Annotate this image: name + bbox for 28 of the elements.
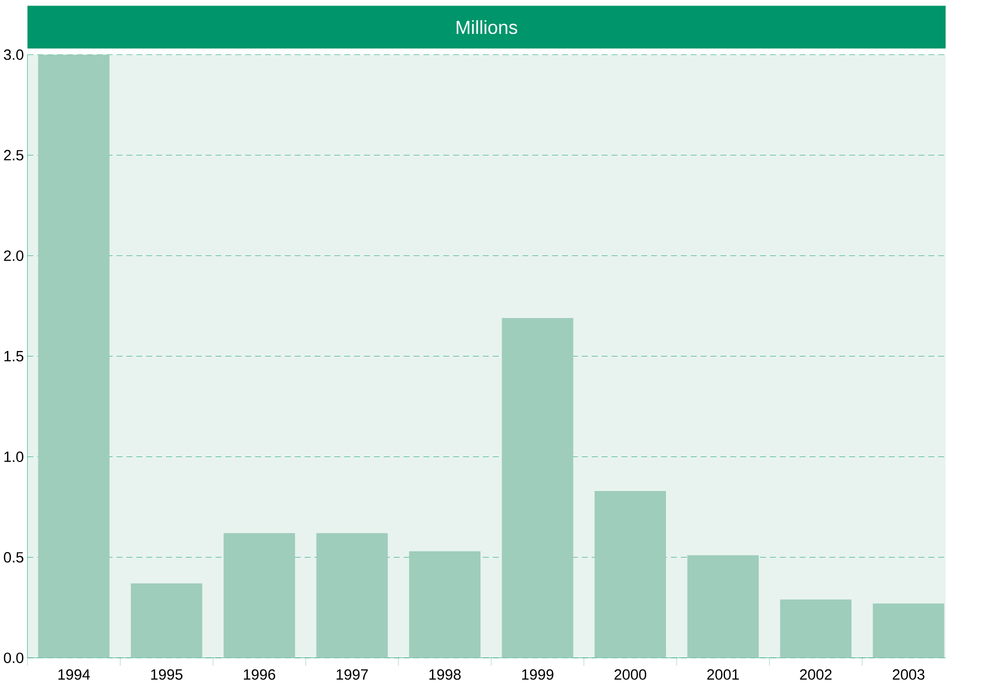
bar xyxy=(130,584,202,658)
y-tick-label: 1.5 xyxy=(4,351,24,362)
y-tick-label: 0.5 xyxy=(4,552,24,563)
bar xyxy=(224,533,296,658)
bar xyxy=(780,600,852,658)
bar xyxy=(872,604,944,658)
bar xyxy=(316,533,388,658)
y-tick-label: 0.0 xyxy=(4,652,24,664)
x-tick-label: 1998 xyxy=(429,669,461,680)
x-tick-label: 2002 xyxy=(800,669,832,680)
bar xyxy=(687,556,759,658)
y-tick-label: 2.5 xyxy=(4,150,24,161)
y-tick-label: 2.0 xyxy=(4,250,24,262)
x-tick-label: 1996 xyxy=(244,669,276,680)
y-tick-label: 1.0 xyxy=(4,452,24,462)
x-tick-label: 1997 xyxy=(336,669,368,680)
bar xyxy=(502,318,574,658)
x-tick-label: 1994 xyxy=(58,669,90,680)
bar xyxy=(409,551,481,658)
y-tick-label: 3.0 xyxy=(4,50,24,60)
chart-title: Millions xyxy=(456,20,518,34)
x-tick-label: 1995 xyxy=(151,669,182,680)
x-tick-label: 2003 xyxy=(892,669,924,680)
bar xyxy=(38,54,110,658)
x-tick-label: 2000 xyxy=(614,669,646,680)
bar xyxy=(594,491,666,658)
x-tick-label: 1999 xyxy=(522,669,554,680)
x-tick-label: 2001 xyxy=(707,669,739,680)
